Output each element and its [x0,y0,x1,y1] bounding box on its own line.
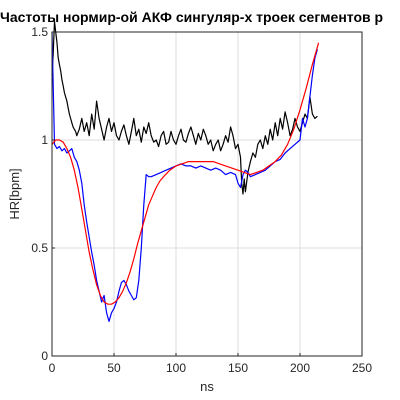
series-lines [51,20,320,322]
x-tick-label: 0 [49,361,56,375]
plot-area [52,32,362,356]
x-tick-label: 50 [107,361,121,375]
x-tick-label: 100 [166,361,186,375]
ticks: 0 50 100 150 200 250 0 0.5 1 1.5 [31,25,372,375]
y-tick-label: 1.5 [31,25,48,39]
y-tick-label: 0 [41,349,48,363]
y-tick-label: 1 [41,133,48,147]
axes-box [51,31,363,357]
series-line-1 [51,31,318,322]
series-line-2 [51,42,320,305]
x-tick-label: 250 [352,361,372,375]
x-tick-label: 150 [228,361,248,375]
x-axis-label: ns [200,379,214,394]
series-line-0 [51,20,318,195]
y-tick-label: 0.5 [31,241,48,255]
y-axis-label: HR[bpm] [7,168,22,219]
chart-title: Частоты нормир-ой АКФ сингуляр-х троек с… [0,9,383,25]
x-tick-label: 200 [290,361,310,375]
